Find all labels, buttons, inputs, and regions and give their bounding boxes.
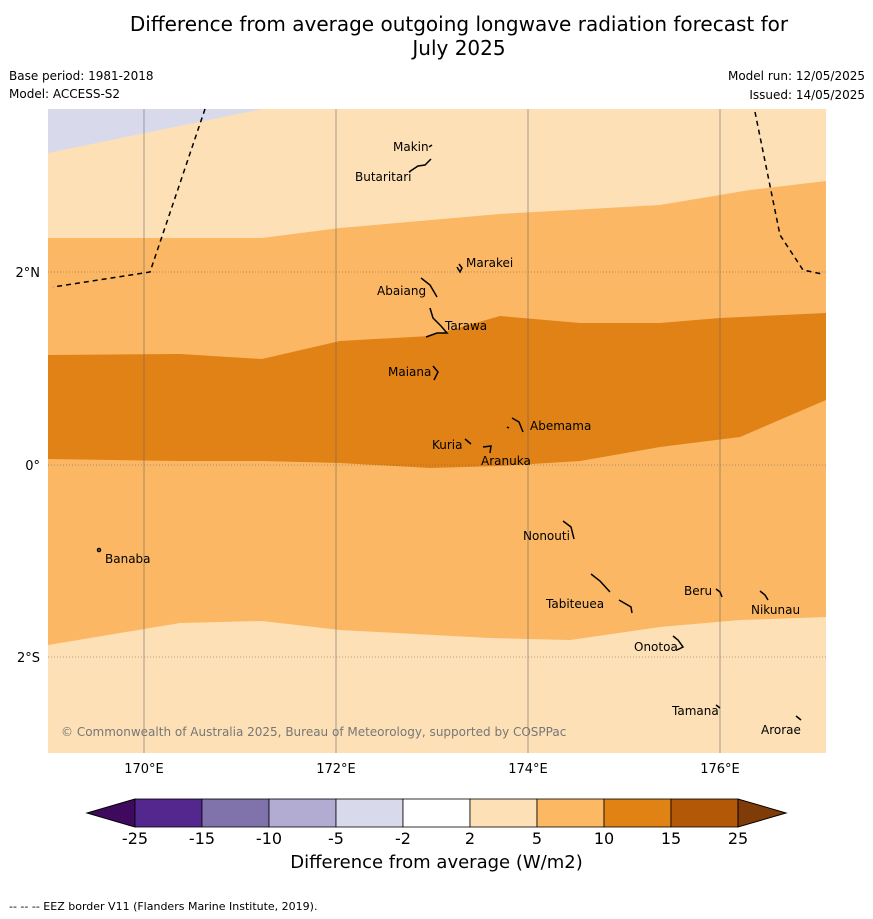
lat-label-2n: 2°N xyxy=(16,266,41,281)
label-tabiteuea: Tabiteuea xyxy=(545,597,604,611)
label-aranuka: Aranuka xyxy=(481,454,531,468)
island-abemama xyxy=(506,417,524,433)
label-onotoa: Onotoa xyxy=(634,640,678,654)
title-line-1: Difference from average outgoing longwav… xyxy=(129,12,789,36)
label-tarawa: Tarawa xyxy=(444,319,487,333)
colorbar-tick-label: 15 xyxy=(661,829,681,848)
place-labels: Makin Butaritari Marakei Abaiang Tarawa … xyxy=(105,140,801,737)
graticule xyxy=(48,109,826,753)
colorbar-tick-label: -15 xyxy=(189,829,215,848)
island-marakei xyxy=(456,263,463,274)
colorbar-tick-label: -2 xyxy=(395,829,411,848)
island-makin xyxy=(428,144,433,148)
island-nonouti xyxy=(562,520,575,540)
label-tamana: Tamana xyxy=(671,704,719,718)
lon-label-170e: 170°E xyxy=(124,762,164,777)
band-10-15 xyxy=(48,313,826,468)
island-onotoa xyxy=(672,635,685,651)
colorbar-segment xyxy=(335,798,404,828)
island-tarawa xyxy=(425,307,449,338)
colorbar-segments xyxy=(85,798,788,828)
island-arorae xyxy=(795,715,802,721)
islands xyxy=(96,144,802,721)
island-banaba xyxy=(96,547,102,553)
map-field xyxy=(48,109,826,753)
lat-tick-labels: 2°N 0° 2°S xyxy=(16,266,41,666)
island-maiana xyxy=(432,365,439,381)
island-tabiteuea xyxy=(590,573,633,614)
colorbar-tick-label: -25 xyxy=(122,829,148,848)
colorbar-extend-high xyxy=(737,798,788,828)
colorbar-extend-low xyxy=(85,798,136,828)
island-butaritari xyxy=(408,158,432,173)
colorbar-segment xyxy=(603,798,672,828)
colorbar-tick-label: 10 xyxy=(594,829,614,848)
colorbar-tick-label: -10 xyxy=(256,829,282,848)
colorbar-segment xyxy=(201,798,270,828)
lon-label-172e: 172°E xyxy=(316,762,356,777)
colorbar-segment xyxy=(536,798,605,828)
lat-label-2s: 2°S xyxy=(17,651,40,666)
colorbar-tick-label: 2 xyxy=(465,829,475,848)
colorbar-tick-label: 25 xyxy=(728,829,748,848)
colorbar-segment xyxy=(134,798,203,828)
colorbar-tick-label: 5 xyxy=(532,829,542,848)
lon-tick-labels: 170°E 172°E 174°E 176°E xyxy=(124,762,740,777)
colorbar-segment xyxy=(670,798,739,828)
label-maiana: Maiana xyxy=(388,365,431,379)
eez-legend-note: -- -- -- EEZ border V11 (Flanders Marine… xyxy=(9,900,318,913)
page-title: Difference from average outgoing longwav… xyxy=(0,12,873,60)
band-minus5-minus2 xyxy=(48,109,262,153)
label-arorae: Arorae xyxy=(761,723,801,737)
title-line-2: July 2025 xyxy=(412,36,506,60)
island-nikunau xyxy=(759,590,769,601)
label-abemama: Abemama xyxy=(530,419,591,433)
colorbar-segment xyxy=(402,798,471,828)
label-nonouti: Nonouti xyxy=(523,529,570,543)
colorbar-segment xyxy=(469,798,538,828)
label-abaiang: Abaiang xyxy=(377,284,426,298)
model-run-text: Model run: 12/05/2025 xyxy=(727,69,865,83)
label-banaba: Banaba xyxy=(105,552,151,566)
model-text: Model: ACCESS-S2 xyxy=(9,87,121,101)
colorbar-segment xyxy=(268,798,337,828)
label-nikunau: Nikunau xyxy=(751,603,800,617)
copyright-notice: © Commonwealth of Australia 2025, Bureau… xyxy=(61,725,566,739)
eez-border xyxy=(52,108,823,288)
colorbar-ticks: -25 -15 -10 -5 -2 2 5 10 15 25 xyxy=(122,829,748,848)
island-tamana xyxy=(715,704,721,709)
label-beru: Beru xyxy=(684,584,712,598)
island-aranuka xyxy=(482,445,492,454)
island-kuria xyxy=(464,438,472,445)
colorbar-label: Difference from average (W/m2) xyxy=(290,852,583,873)
lon-label-176e: 176°E xyxy=(700,762,740,777)
island-beru xyxy=(715,588,723,598)
label-kuria: Kuria xyxy=(432,438,463,452)
label-butaritari: Butaritari xyxy=(355,170,412,184)
colorbar-tick-label: -5 xyxy=(328,829,344,848)
label-marakei: Marakei xyxy=(466,256,513,270)
label-makin: Makin xyxy=(393,140,429,154)
island-abaiang xyxy=(420,277,438,298)
lat-label-0: 0° xyxy=(25,459,40,474)
base-period-text: Base period: 1981-2018 xyxy=(9,69,154,83)
lon-label-174e: 174°E xyxy=(508,762,548,777)
issued-text: Issued: 14/05/2025 xyxy=(749,88,865,102)
